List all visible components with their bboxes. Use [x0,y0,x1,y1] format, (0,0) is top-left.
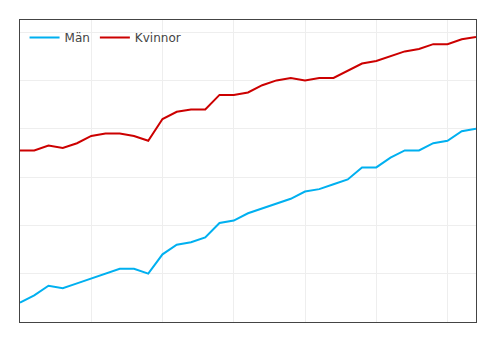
svg-text:Män: Män [65,31,90,45]
svg-text:Kvinnor: Kvinnor [135,31,181,45]
